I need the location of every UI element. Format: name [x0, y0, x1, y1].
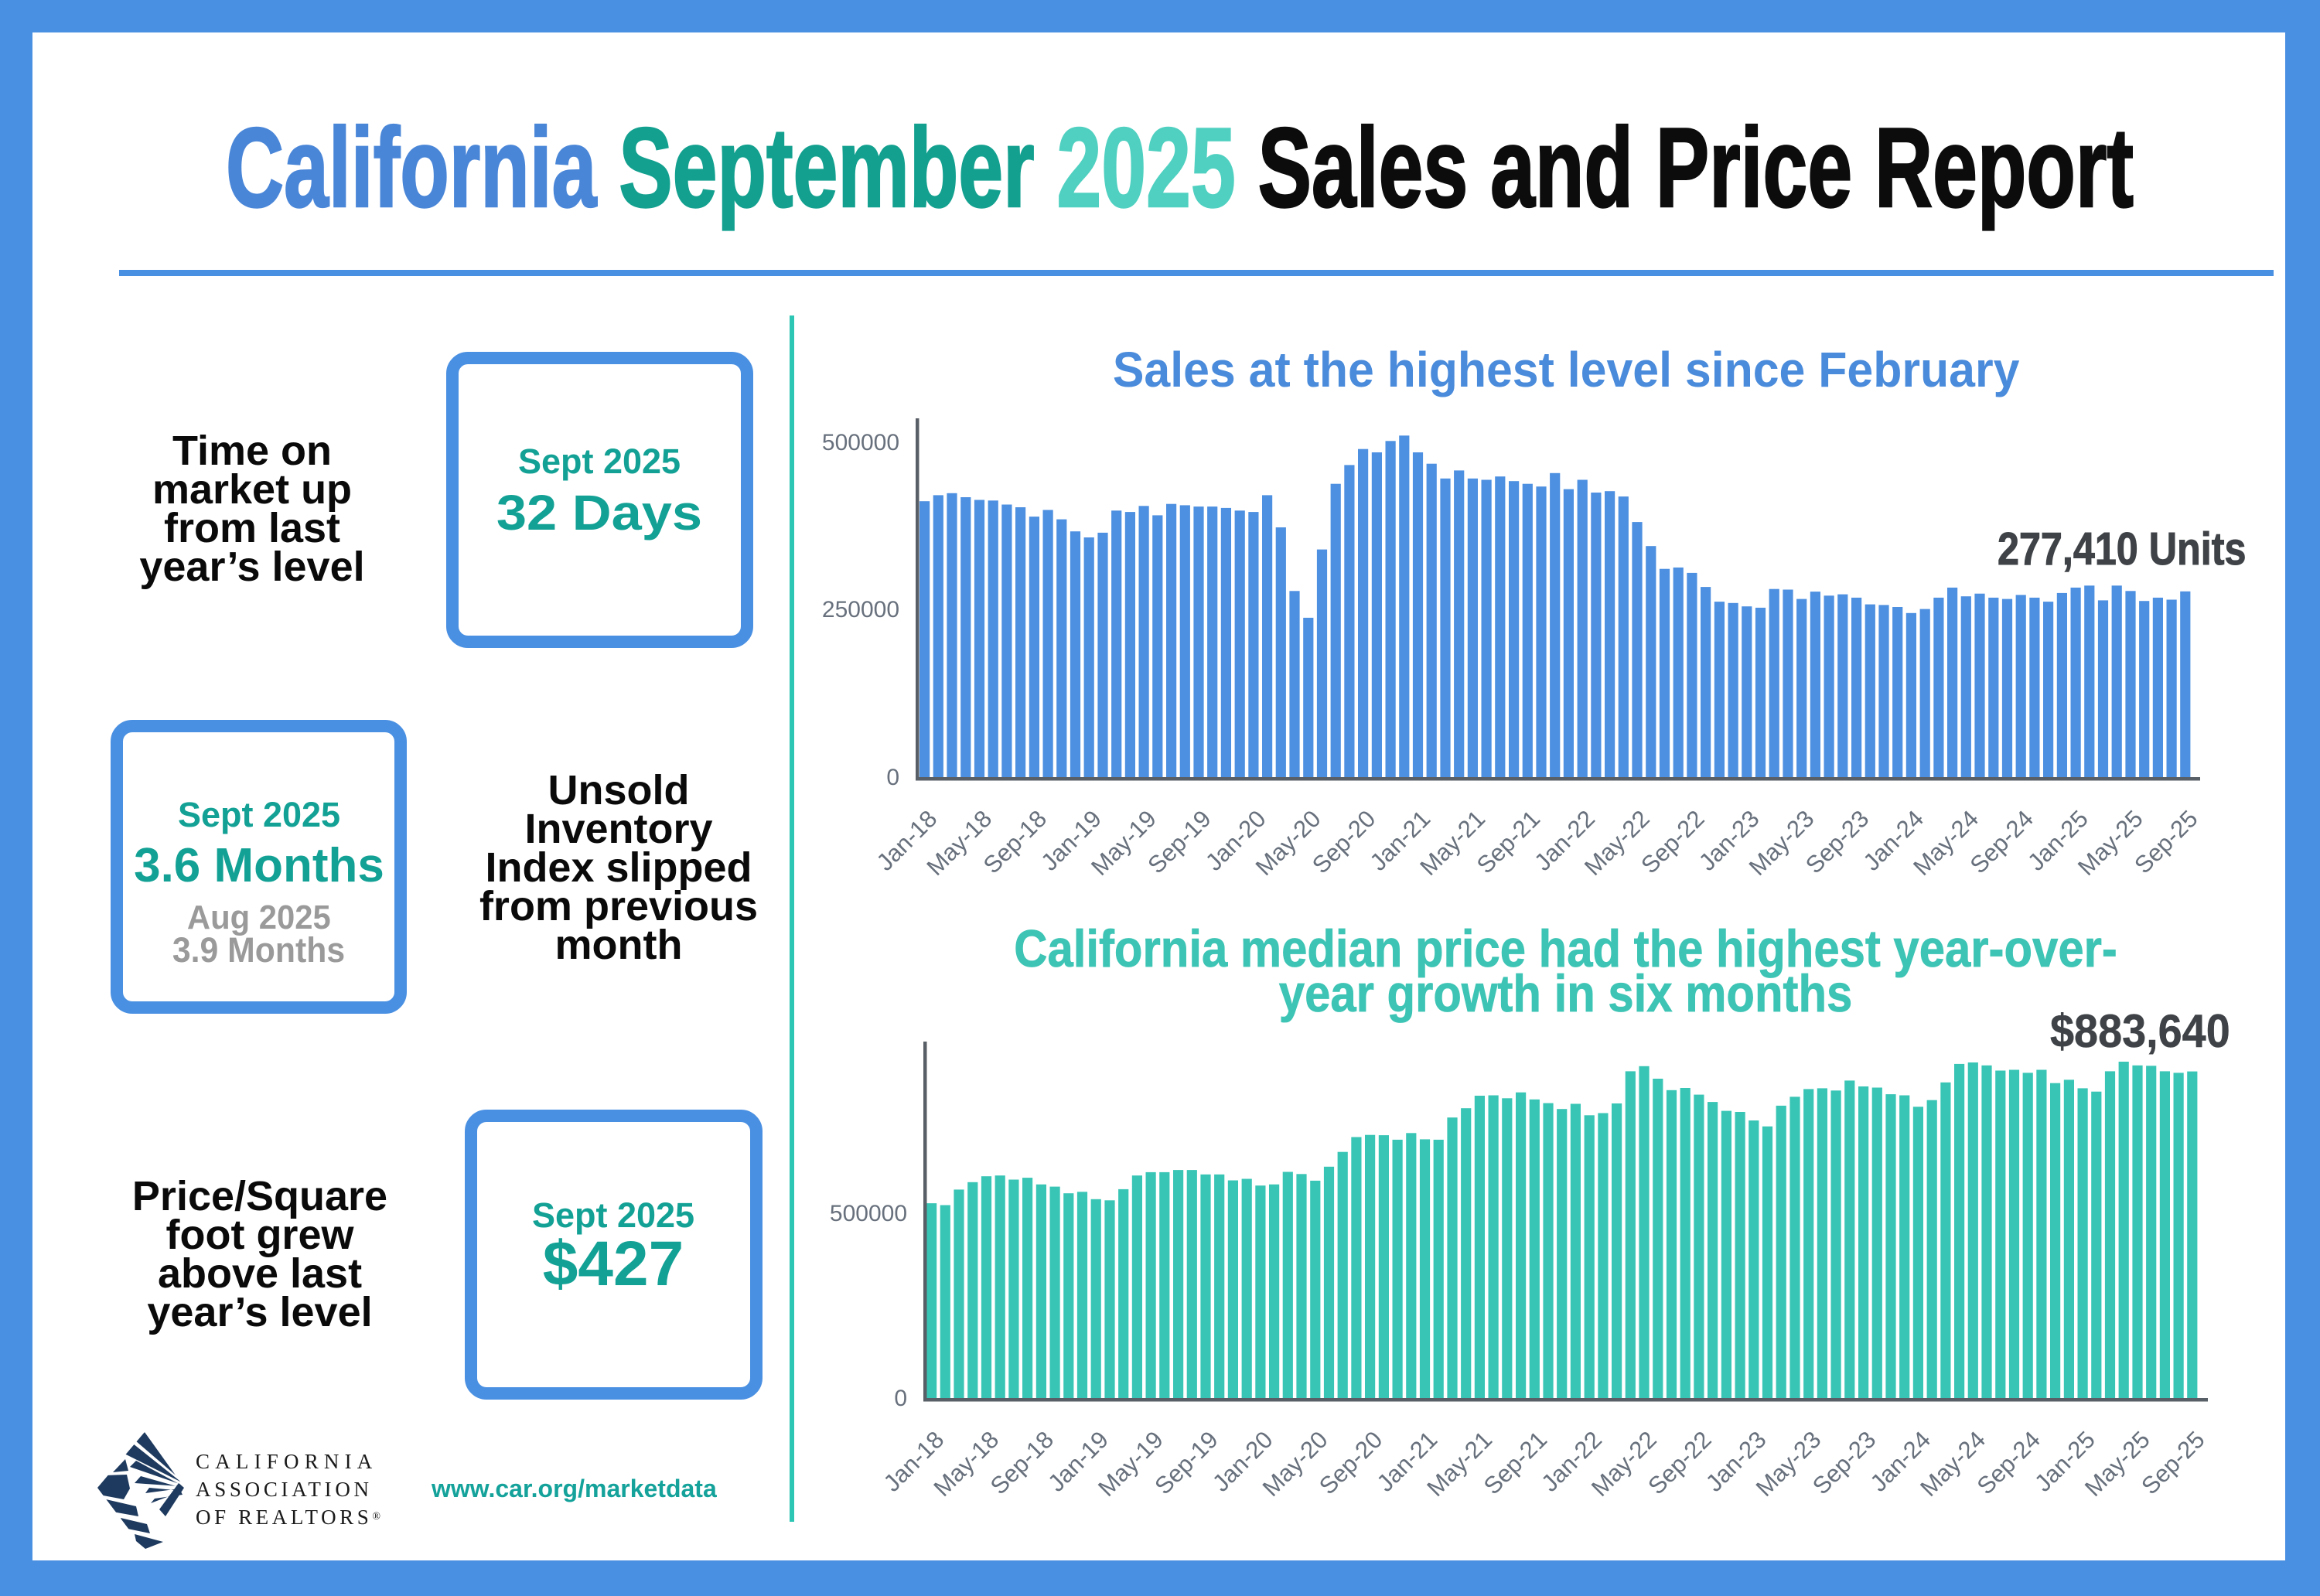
svg-text:Sep-23: Sep-23 — [1807, 1426, 1881, 1499]
svg-text:Sep-19: Sep-19 — [1149, 1426, 1223, 1499]
svg-text:Sep-20: Sep-20 — [1314, 1426, 1387, 1499]
svg-text:Sep-25: Sep-25 — [2129, 805, 2202, 878]
svg-text:Sep-23: Sep-23 — [1800, 805, 1874, 878]
svg-text:Sep-18: Sep-18 — [978, 805, 1052, 878]
svg-text:Sep-24: Sep-24 — [1972, 1426, 2045, 1499]
svg-text:500000: 500000 — [830, 1201, 907, 1226]
svg-text:Sep-20: Sep-20 — [1307, 805, 1380, 878]
svg-text:Sep-25: Sep-25 — [2136, 1426, 2209, 1499]
svg-text:Sep-19: Sep-19 — [1142, 805, 1216, 878]
svg-text:500000: 500000 — [822, 430, 899, 455]
svg-text:0: 0 — [886, 765, 899, 790]
svg-text:0: 0 — [894, 1386, 907, 1411]
svg-text:Sep-21: Sep-21 — [1472, 805, 1545, 878]
svg-text:Sep-22: Sep-22 — [1643, 1426, 1716, 1499]
svg-text:Sep-24: Sep-24 — [1965, 805, 2039, 878]
svg-text:Sep-22: Sep-22 — [1636, 805, 1709, 878]
svg-text:Sep-18: Sep-18 — [985, 1426, 1059, 1499]
svg-text:Sep-21: Sep-21 — [1479, 1426, 1552, 1499]
svg-text:250000: 250000 — [822, 597, 899, 622]
